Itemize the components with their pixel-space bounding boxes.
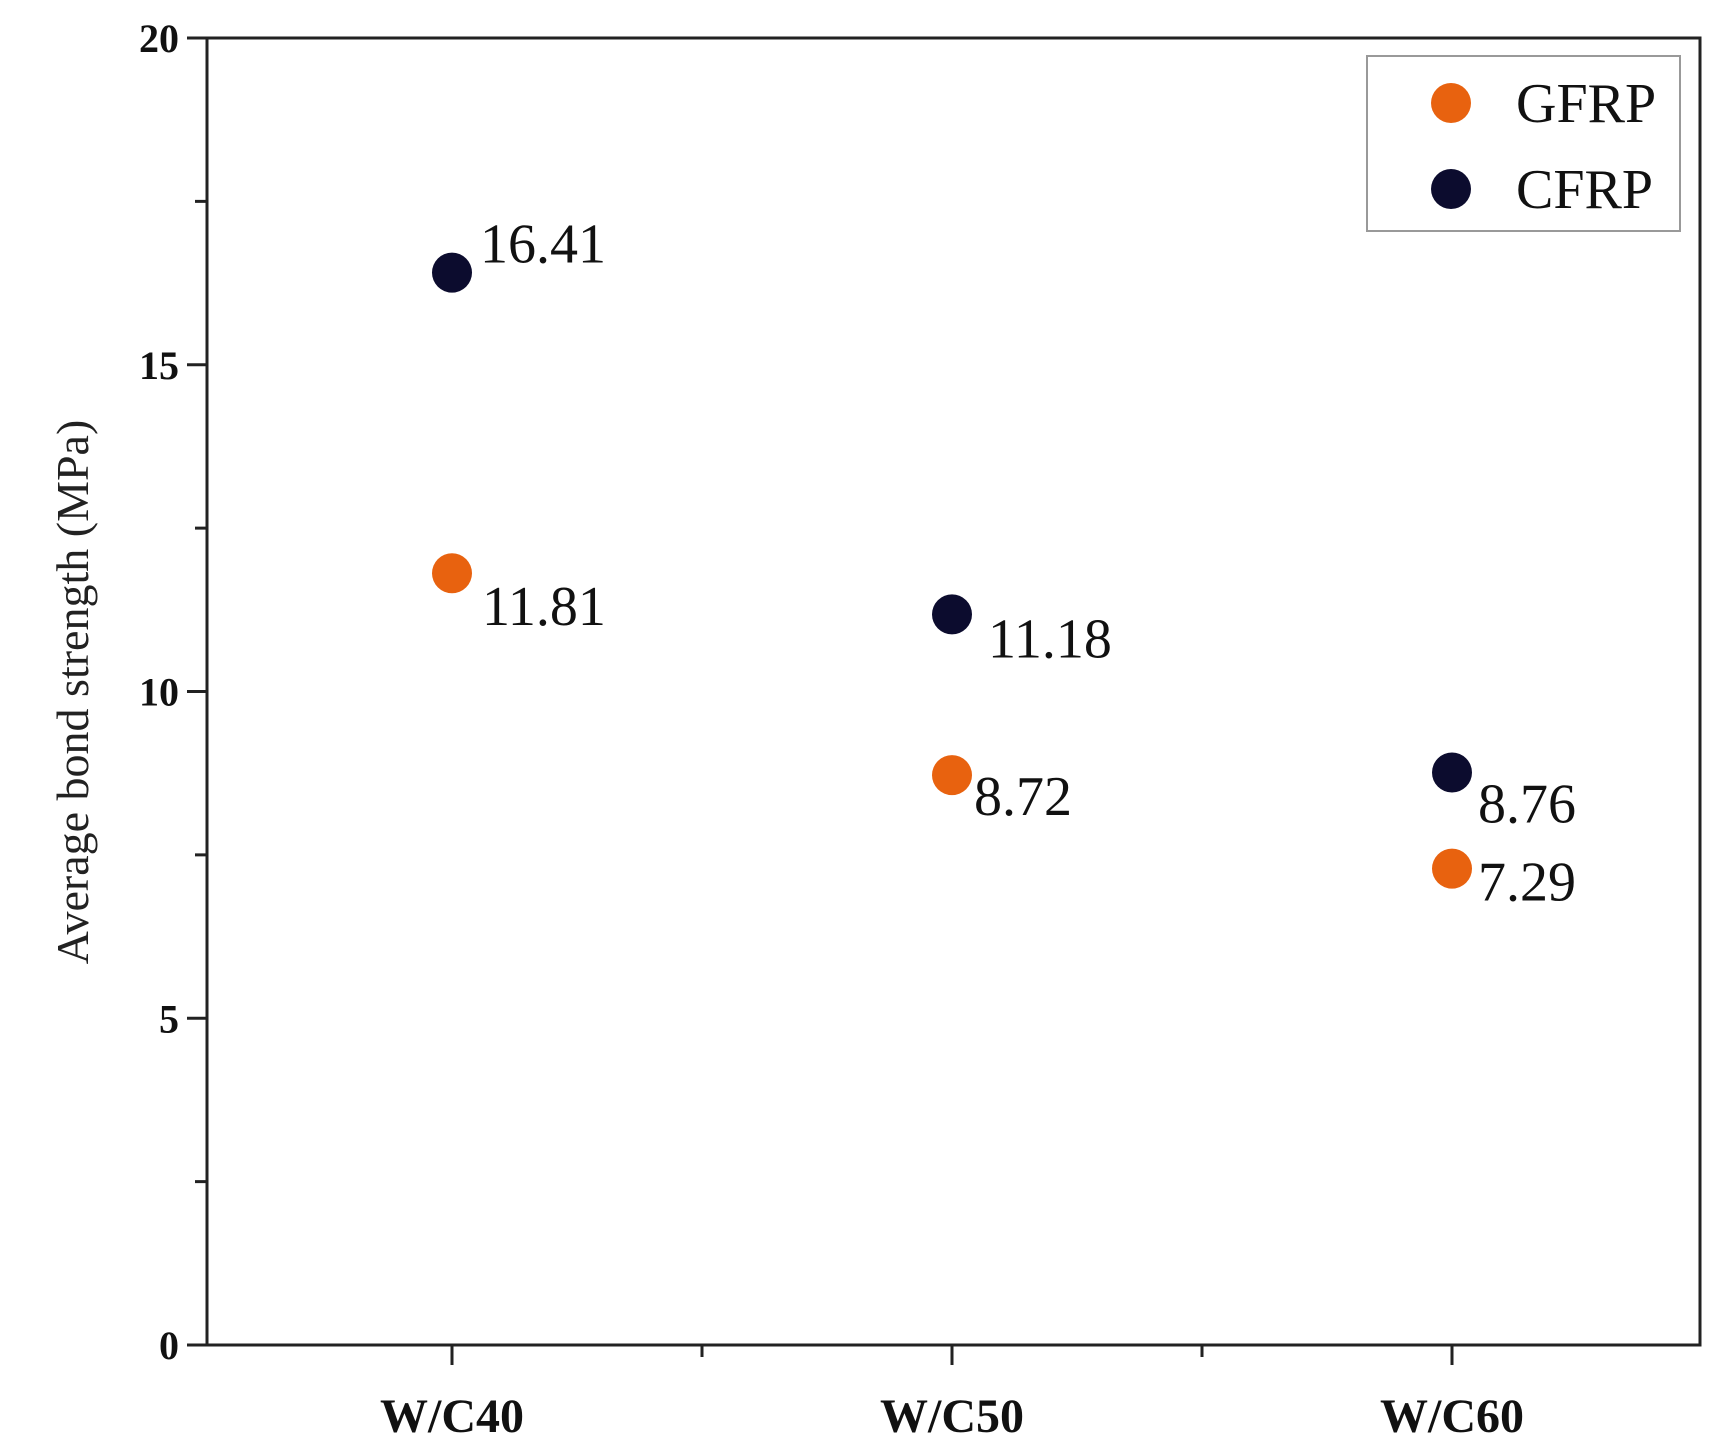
gfrp-point <box>432 553 472 594</box>
y-axis-ticks: 0 5 10 15 20 <box>139 16 207 1368</box>
cfrp-value-label: 11.18 <box>988 608 1112 670</box>
legend-label-cfrp: CFRP <box>1516 159 1653 221</box>
y-axis-title: Average bond strength (MPa) <box>47 420 98 965</box>
legend-box <box>1366 55 1681 232</box>
cfrp-point <box>932 594 972 635</box>
x-tick-label: W/C40 <box>380 1390 524 1443</box>
y-tick-label: 5 <box>159 996 179 1041</box>
cfrp-point <box>1432 752 1472 793</box>
x-tick-label: W/C50 <box>880 1390 1024 1443</box>
cfrp-value-label: 8.76 <box>1478 774 1576 836</box>
legend-marker-cfrp <box>1431 169 1471 209</box>
gfrp-value-label: 11.81 <box>482 576 606 638</box>
y-tick-label: 15 <box>139 343 179 388</box>
y-tick-label: 0 <box>159 1323 179 1368</box>
y-tick-label: 20 <box>139 16 179 61</box>
gfrp-point <box>1432 848 1472 889</box>
gfrp-point <box>932 755 972 796</box>
legend-label-gfrp: GFRP <box>1516 73 1656 135</box>
data-points: 11.81 8.72 7.29 16.41 11.18 8.76 <box>432 214 1576 914</box>
gfrp-value-label: 8.72 <box>974 766 1072 828</box>
cfrp-point <box>432 252 472 293</box>
y-tick-label: 10 <box>139 670 179 715</box>
x-axis-ticks: W/C40 W/C50 W/C60 <box>380 1345 1524 1443</box>
legend-marker-gfrp <box>1431 83 1471 123</box>
legend: GFRP CFRP <box>1366 55 1681 232</box>
cfrp-value-label: 16.41 <box>480 214 606 276</box>
x-tick-label: W/C60 <box>1380 1390 1524 1443</box>
gfrp-value-label: 7.29 <box>1478 852 1576 914</box>
